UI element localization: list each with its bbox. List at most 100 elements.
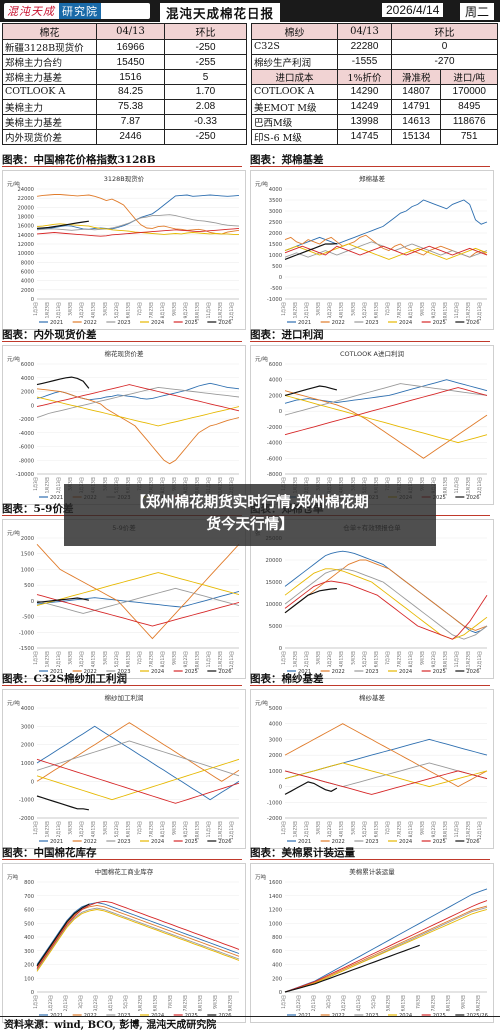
y-tick-label: 2000 bbox=[269, 231, 282, 237]
series-line-2026 bbox=[36, 376, 90, 389]
row-value: 14613 bbox=[390, 113, 442, 130]
section-title: 图表：进口利润 bbox=[250, 328, 490, 342]
x-tick-label: 7月3日 bbox=[137, 821, 143, 835]
x-tick-label: 6月13日 bbox=[125, 651, 131, 667]
section-title: 图表：棉纱基差 bbox=[250, 672, 490, 686]
x-tick-label: 9月3日 bbox=[172, 821, 178, 835]
x-tick-label: 5月23日 bbox=[138, 995, 144, 1011]
cost-row: 美EMOT M级 14249 14791 8495 bbox=[251, 98, 498, 115]
x-tick-label: 7月3日 bbox=[385, 302, 391, 316]
series-line-2024 bbox=[284, 243, 488, 260]
series-line-2024 bbox=[284, 909, 488, 993]
x-tick-label: 8月13日 bbox=[160, 651, 166, 667]
y-tick-label: 6000 bbox=[21, 362, 34, 368]
row-value: -250 bbox=[164, 39, 247, 55]
x-tick-label: 9月23日 bbox=[228, 995, 234, 1011]
x-tick-label: 7月3日 bbox=[385, 477, 391, 491]
x-tick-label: 1月3日 bbox=[33, 821, 39, 835]
y-tick-label: 6000 bbox=[269, 362, 282, 368]
legend-label: 2021 bbox=[298, 839, 311, 845]
legend-label: 2024 bbox=[399, 320, 413, 326]
y-tick-label: 15000 bbox=[265, 580, 282, 586]
x-tick-label: 10月13日 bbox=[443, 302, 449, 321]
x-tick-label: 6月13日 bbox=[401, 995, 407, 1011]
y-tick-label: -6000 bbox=[19, 445, 34, 451]
row-value: 84.25 bbox=[96, 84, 165, 100]
table-header-cell: 棉纱 bbox=[251, 23, 338, 40]
series-line-2025 bbox=[36, 384, 240, 412]
table-header-cell: 04/13 bbox=[96, 23, 165, 40]
x-tick-label: 11月3日 bbox=[454, 821, 460, 837]
y-tick-label: 2000 bbox=[21, 288, 34, 294]
chart-panel: 郑棉基差 元/吨 -1000 -500 0 500 1000 1500 2000 2500 3000… bbox=[250, 170, 494, 330]
x-tick-label: 2月13日 bbox=[56, 477, 62, 493]
y-tick-label: 0 bbox=[31, 779, 34, 785]
series-line-2021 bbox=[284, 738, 488, 780]
x-tick-label: 2月13日 bbox=[304, 821, 310, 837]
legend-label: 2026 bbox=[466, 669, 479, 675]
x-tick-label: 1月23日 bbox=[293, 651, 299, 667]
row-label: 郑棉主力基差 bbox=[2, 69, 97, 85]
y-tick-label: 4000 bbox=[269, 187, 282, 193]
y-tick-label: 4000 bbox=[269, 378, 282, 384]
x-tick-label: 1月3日 bbox=[33, 995, 39, 1009]
series-line-2025 bbox=[284, 770, 488, 795]
x-tick-label: 5月3日 bbox=[102, 821, 108, 835]
x-tick-label: 3月23日 bbox=[341, 995, 347, 1011]
series-line-2025 bbox=[36, 900, 240, 969]
logo-text-right: 研究院 bbox=[59, 3, 101, 19]
row-label: COTLOOK A bbox=[251, 83, 338, 100]
y-tick-label: -4000 bbox=[19, 431, 34, 437]
legend-label: 2022 bbox=[84, 839, 97, 845]
x-tick-label: 8月13日 bbox=[408, 821, 414, 837]
y-tick-label: -4000 bbox=[267, 441, 282, 447]
series-line-2023 bbox=[36, 214, 240, 231]
x-tick-label: 1月23日 bbox=[296, 995, 302, 1011]
series-line-2026 bbox=[36, 903, 90, 967]
table-header-cell: 进口成本 bbox=[251, 68, 338, 85]
row-value: -270 bbox=[391, 53, 498, 70]
x-tick-label: 5月3日 bbox=[350, 651, 356, 665]
x-tick-label: 11月3日 bbox=[454, 651, 460, 667]
y-tick-label: 1500 bbox=[269, 242, 282, 248]
x-tick-label: 6月13日 bbox=[153, 995, 159, 1011]
y-tick-label: -1000 bbox=[19, 630, 34, 636]
y-tick-label: 18000 bbox=[17, 215, 34, 221]
x-tick-label: 3月3日 bbox=[68, 302, 74, 316]
y-tick-label: 3000 bbox=[269, 209, 282, 215]
x-tick-label: 11月23日 bbox=[218, 302, 224, 321]
headline-banner[interactable]: 【郑州棉花期货实时行情,郑州棉花期 货今天行情】 bbox=[64, 484, 436, 546]
y-tick-label: 20000 bbox=[265, 558, 282, 564]
line-chart: 5-9价差元/吨-1500-1000-50005001000150020001月… bbox=[7, 523, 240, 675]
x-tick-label: 6月13日 bbox=[125, 302, 131, 318]
y-tick-label: -2000 bbox=[19, 417, 34, 423]
x-tick-label: 7月23日 bbox=[148, 302, 154, 318]
cotton-price-table: 棉花 04/13 环比 新疆3128B现货价 16966 -250 郑棉主力合约 154… bbox=[2, 23, 247, 145]
y-tick-label: 24000 bbox=[17, 187, 34, 193]
series-line-2022 bbox=[284, 905, 488, 993]
legend-label: 2022 bbox=[332, 669, 345, 675]
x-tick-label: 11月23日 bbox=[466, 821, 472, 840]
y-tick-label: 600 bbox=[24, 908, 34, 914]
table-header-cell: 进口/吨 bbox=[440, 68, 498, 85]
x-tick-label: 3月23日 bbox=[93, 995, 99, 1011]
row-label: 美棉主力基差 bbox=[2, 113, 97, 130]
chart-title: 棉纱基差 bbox=[359, 693, 386, 702]
chart-panel: 3128B现货价 元/吨 0 2000 4000 6000 8000 10000 12000 14… bbox=[2, 170, 246, 330]
section-title: 图表：美棉累计装运量 bbox=[250, 846, 490, 860]
x-tick-label: 1月3日 bbox=[281, 995, 287, 1009]
y-tick-label: 700 bbox=[24, 894, 34, 900]
y-axis-unit: 元/吨 bbox=[255, 699, 268, 707]
y-tick-label: -10000 bbox=[16, 472, 34, 478]
y-tick-label: 200 bbox=[272, 976, 282, 982]
series-line-2026 bbox=[284, 385, 338, 396]
x-tick-label: 11月23日 bbox=[466, 302, 472, 321]
legend-label: 2024 bbox=[399, 839, 413, 845]
x-tick-label: 7月3日 bbox=[137, 302, 143, 316]
x-tick-label: 12月13日 bbox=[477, 821, 483, 840]
y-tick-label: -2000 bbox=[267, 816, 282, 822]
legend-label: 2024 bbox=[151, 669, 165, 675]
x-tick-label: 7月3日 bbox=[137, 651, 143, 665]
